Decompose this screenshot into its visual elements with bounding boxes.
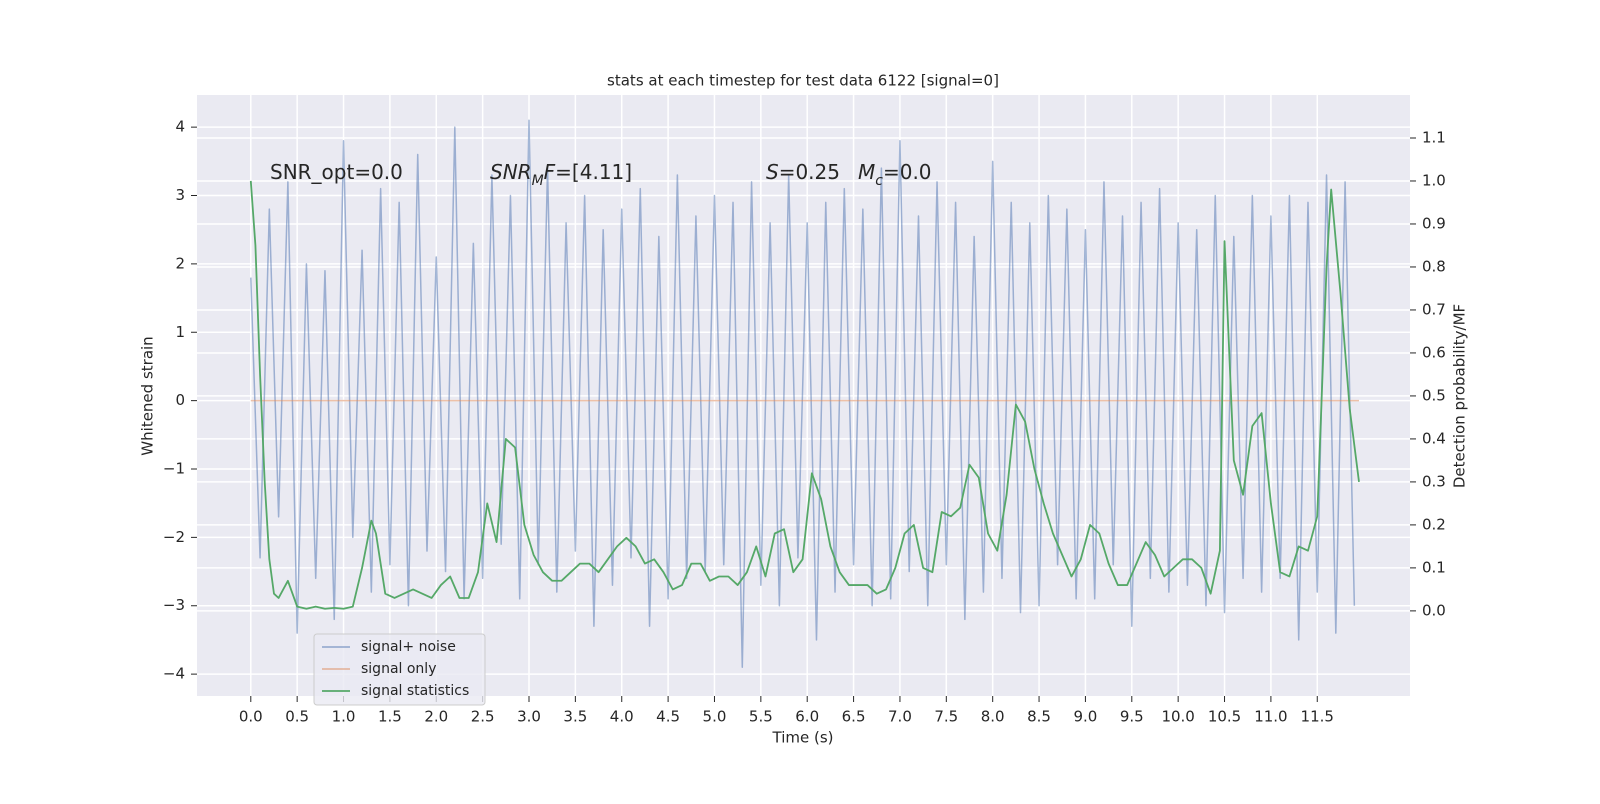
y-axis-label: Whitened strain (139, 336, 157, 455)
y2-tick-label: 0.3 (1422, 472, 1446, 490)
annotation-part: SNR_opt=0.0 (270, 160, 403, 184)
y2-tick-label: 1.1 (1422, 128, 1446, 146)
x-tick-label: 11.0 (1254, 708, 1287, 726)
x-tick-label: 0.5 (285, 708, 309, 726)
annotation-part: F (544, 160, 556, 184)
y-tick-label: 1 (175, 323, 185, 341)
x-tick-label: 4.0 (610, 708, 634, 726)
x-tick-label: 10.0 (1161, 708, 1194, 726)
x-tick-label: 2.0 (424, 708, 448, 726)
y2-tick-label: 0.5 (1422, 386, 1446, 404)
y-tick-label: 4 (175, 118, 185, 136)
annotation-part: M (532, 173, 544, 189)
x-tick-label: 9.0 (1073, 708, 1097, 726)
y2-tick-label: 0.7 (1422, 300, 1446, 318)
legend-label: signal statistics (361, 683, 469, 699)
legend-box (313, 633, 486, 706)
series-line (249, 180, 1360, 610)
y-tick-label: 3 (175, 186, 185, 204)
x-tick-label: 3.0 (517, 708, 541, 726)
y2-tick-label: 0.6 (1422, 343, 1446, 361)
x-tick-label: 3.5 (563, 708, 587, 726)
y2-tick-label: 0.2 (1422, 515, 1446, 533)
annotation: Mc=0.0 (858, 160, 932, 190)
x-tick-label: 4.5 (656, 708, 680, 726)
y-tick-label: −2 (163, 528, 185, 546)
annotation-part: M (858, 160, 875, 184)
y-tick-label: −1 (163, 460, 185, 478)
data (249, 119, 1360, 669)
y-tick-label: −3 (163, 596, 185, 614)
y2-tick-label: 1.0 (1422, 171, 1446, 189)
y-tick-label: 0 (175, 391, 185, 409)
axes: 0.0 0.5 1.0 1.5 2.0 2.5 3.0 3.5 4.0 4.5 5.0 5.5 6.0 6… (163, 118, 1446, 726)
chart-title: stats at each timestep for test data 612… (607, 72, 999, 90)
annotation-part: S (766, 160, 779, 184)
y-tick-label: 2 (175, 254, 185, 272)
annotation: S=0.25 (766, 160, 840, 184)
legend-label: signal only (361, 661, 436, 677)
x-tick-label: 8.5 (1027, 708, 1051, 726)
annotation: SNR_opt=0.0 (270, 160, 403, 184)
x-tick-label: 9.5 (1120, 708, 1144, 726)
x-tick-label: 7.5 (934, 708, 958, 726)
y-tick-label: −4 (163, 665, 185, 683)
annotation-part: =[4.11] (555, 160, 632, 184)
x-tick-label: 6.5 (842, 708, 866, 726)
x-tick-label: 5.5 (749, 708, 773, 726)
x-tick-label: 2.5 (471, 708, 495, 726)
x-tick-label: 7.0 (888, 708, 912, 726)
x-tick-label: 5.0 (703, 708, 727, 726)
y2-tick-label: 0.9 (1422, 214, 1446, 232)
x-tick-label: 1.0 (332, 708, 356, 726)
x-tick-label: 10.5 (1208, 708, 1241, 726)
annotation-part: SNR (490, 160, 532, 184)
y2-tick-label: 0.1 (1422, 558, 1446, 576)
annotation-part: c (875, 173, 883, 189)
series-line (250, 119, 1356, 669)
legend-label: signal+ noise (361, 639, 456, 655)
annotation-part: =0.25 (779, 160, 840, 184)
y2-axis-label: Detection probability/MF (1451, 304, 1469, 488)
x-tick-label: 1.5 (378, 708, 402, 726)
annotation-part: =0.0 (883, 160, 932, 184)
y2-tick-label: 0.4 (1422, 429, 1446, 447)
annotation: SNRMF=[4.11] (490, 160, 632, 190)
y2-tick-label: 0.0 (1422, 601, 1446, 619)
y2-tick-label: 0.8 (1422, 257, 1446, 275)
x-tick-label: 6.0 (795, 708, 819, 726)
legend: signal+ noise signal only signal statistic… (313, 633, 486, 706)
x-axis-label: Time (s) (772, 729, 834, 747)
x-tick-label: 0.0 (239, 708, 263, 726)
x-tick-label: 8.0 (981, 708, 1005, 726)
x-tick-label: 11.5 (1301, 708, 1334, 726)
